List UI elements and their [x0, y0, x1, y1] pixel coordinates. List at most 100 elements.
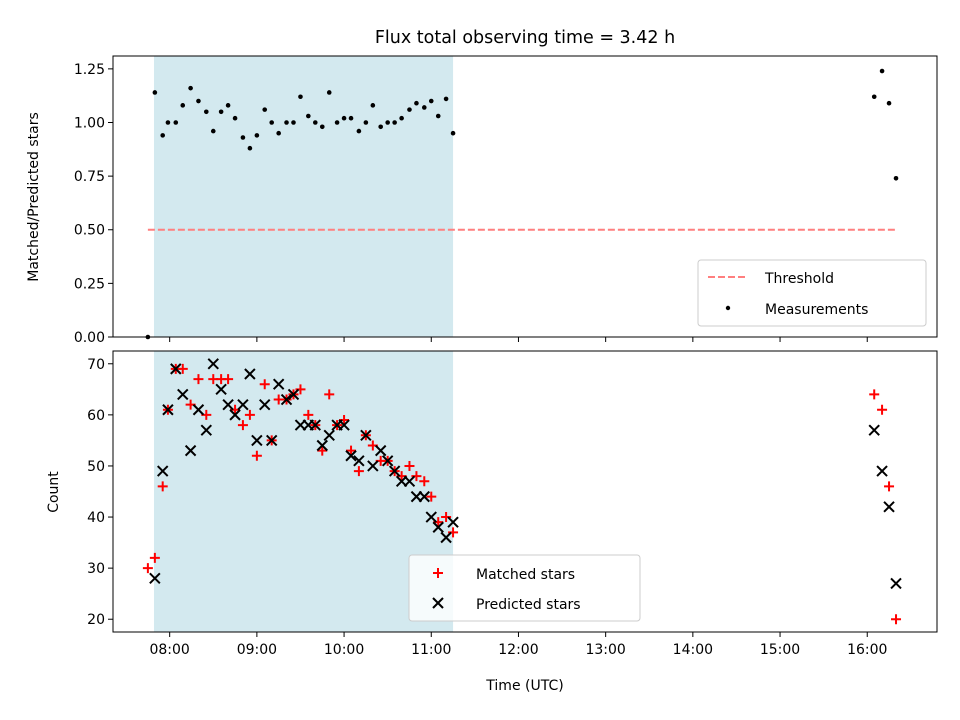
predicted-star-point	[222, 398, 234, 411]
bottom-ytick-label: 50	[87, 459, 105, 475]
measurement-point	[879, 68, 885, 74]
predicted-star-point	[156, 465, 169, 477]
bottom-ytick-label: 30	[87, 561, 105, 577]
matched-star-point	[149, 552, 160, 563]
predicted-star-point	[876, 465, 888, 477]
measurement-point	[276, 130, 281, 136]
predicted-star-point	[338, 419, 350, 431]
predicted-star-point	[447, 516, 459, 528]
measurement-point	[407, 107, 412, 112]
measurement-point	[165, 120, 171, 125]
top-observing-span	[153, 56, 454, 337]
bottom-observing-span	[153, 351, 454, 632]
legend-matched-swatch	[433, 568, 443, 578]
measurement-point	[225, 103, 231, 108]
top-ytick-label: 1.00	[74, 115, 105, 131]
predicted-star-point	[323, 429, 335, 442]
measurement-point	[262, 107, 268, 112]
predicted-star-point	[215, 383, 227, 396]
predicted-star-point	[868, 424, 880, 436]
xtick-label: 11:00	[411, 642, 451, 658]
measurement-point	[284, 120, 289, 125]
predicted-star-point	[229, 409, 241, 421]
measurement-point	[385, 120, 390, 125]
predicted-star-point	[251, 434, 263, 447]
matched-star-point	[339, 414, 350, 425]
predicted-star-point	[432, 521, 444, 533]
matched-star-point	[419, 476, 430, 487]
measurement-point	[306, 113, 311, 119]
measurement-point	[152, 90, 158, 95]
legend-measurements-label: Measurements	[765, 302, 868, 318]
predicted-star-point	[388, 465, 401, 477]
bottom-ytick-label: 40	[87, 510, 105, 526]
matched-star-point	[353, 466, 364, 477]
top-ytick-label: 1.25	[74, 62, 105, 78]
matched-star-point	[891, 614, 902, 625]
bottom-y-axis-label: Count	[46, 471, 62, 513]
predicted-star-point	[425, 511, 437, 523]
xtick-label: 14:00	[673, 642, 713, 658]
measurement-point	[893, 175, 899, 181]
matched-star-point	[237, 420, 248, 431]
predicted-star-point	[345, 450, 357, 462]
bottom-ytick-label: 20	[87, 612, 105, 628]
matched-star-point	[142, 563, 153, 574]
measurement-point	[378, 124, 383, 130]
predicted-star-point	[200, 424, 213, 436]
x-axis-label: Time (UTC)	[485, 678, 563, 694]
predicted-star-point	[367, 460, 379, 472]
legend-predicted-label: Predicted stars	[476, 597, 581, 613]
measurement-point	[399, 115, 404, 121]
top-ytick-label: 0.00	[74, 330, 105, 346]
matched-star-point	[303, 409, 314, 420]
bottom-ytick-label: 60	[87, 408, 105, 424]
measurement-point	[341, 115, 347, 121]
predicted-star-point	[149, 572, 161, 585]
predicted-star-point	[890, 577, 902, 590]
predicted-star-point	[360, 429, 372, 442]
matched-star-point	[324, 389, 335, 400]
predicted-star-point	[287, 388, 300, 401]
measurement-point	[334, 120, 340, 125]
bottom-ytick-label: 70	[87, 357, 105, 373]
top-ytick-label: 0.75	[74, 169, 105, 185]
xtick-label: 08:00	[149, 642, 189, 658]
measurement-point	[210, 128, 216, 134]
predicted-star-point	[207, 358, 219, 370]
xtick-label: 09:00	[237, 642, 277, 658]
measurement-point	[392, 120, 397, 125]
measurement-point	[160, 133, 166, 138]
predicted-star-point	[280, 393, 293, 406]
bottom-series-predicted-stars	[149, 358, 902, 590]
measurement-point	[240, 135, 246, 140]
xtick-label: 15:00	[760, 642, 800, 658]
measurement-point	[421, 105, 427, 110]
top-panel: 0.00 0.25 0.50 0.75 1.00 1.25	[74, 55, 938, 346]
top-legend-frame	[697, 259, 927, 327]
measurement-point	[312, 120, 318, 125]
predicted-star-point	[259, 398, 271, 411]
legend-matched-label: Matched stars	[476, 567, 575, 583]
matched-star-point	[244, 409, 255, 420]
matched-star-point	[411, 471, 422, 482]
predicted-star-point	[440, 531, 452, 544]
measurement-point	[356, 128, 362, 134]
top-ytick-label: 0.25	[74, 276, 105, 292]
measurement-point	[326, 90, 332, 95]
top-legend: Threshold Measurements	[697, 259, 927, 327]
matched-star-point	[295, 384, 306, 395]
matched-star-point	[877, 404, 888, 415]
predicted-star-point	[272, 378, 285, 390]
measurement-point	[370, 103, 376, 108]
legend-measurements-swatch	[725, 305, 731, 311]
matched-star-point	[869, 389, 880, 400]
bottom-axes-frame	[112, 350, 938, 633]
top-axes-frame	[112, 55, 938, 338]
measurement-point	[414, 100, 419, 106]
predicted-star-point	[177, 388, 189, 401]
top-ytick-label: 0.50	[74, 223, 105, 239]
measurement-point	[298, 94, 303, 100]
xtick-label: 13:00	[585, 642, 625, 658]
predicted-star-point	[162, 404, 174, 416]
